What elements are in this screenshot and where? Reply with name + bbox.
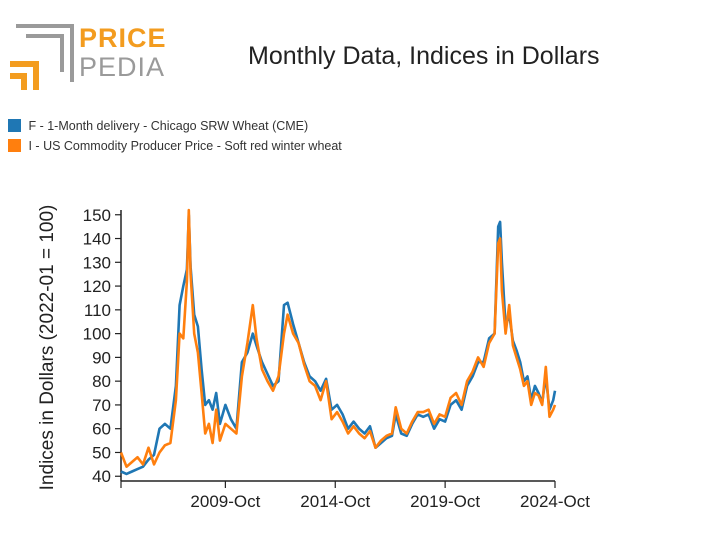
y-tick-label: 50 bbox=[92, 443, 111, 462]
y-tick-label: 130 bbox=[83, 253, 111, 272]
pricepedia-logo: PRICE PEDIA bbox=[6, 22, 166, 94]
legend-label-producer-price: I - US Commodity Producer Price - Soft r… bbox=[28, 139, 342, 153]
y-tick-label: 100 bbox=[83, 325, 111, 344]
legend-swatch-producer-price bbox=[8, 139, 21, 152]
x-tick-label: 2009-Oct bbox=[190, 492, 260, 511]
chart-axes: 40 50 60 70 80 90 100 110 120 130 140 150 2009-Oct 20… bbox=[37, 205, 590, 511]
chart-title: Monthly Data, Indices in Dollars bbox=[248, 42, 600, 70]
y-tick-label: 120 bbox=[83, 277, 111, 296]
x-tick-label: 2024-Oct bbox=[520, 492, 590, 511]
y-tick-label: 80 bbox=[92, 372, 111, 391]
y-tick-label: 150 bbox=[83, 206, 111, 225]
logo-word-pedia: PEDIA bbox=[79, 52, 166, 82]
y-tick-label: 110 bbox=[84, 301, 111, 320]
y-tick-label: 70 bbox=[92, 396, 111, 415]
y-axis-label: Indices in Dollars (2022-01 = 100) bbox=[37, 205, 58, 491]
legend-label-cme: F - 1-Month delivery - Chicago SRW Wheat… bbox=[28, 119, 309, 133]
y-tick-label: 40 bbox=[92, 467, 111, 486]
y-tick-label: 60 bbox=[92, 420, 111, 439]
series-line-producer-price bbox=[119, 208, 557, 468]
legend-item-producer-price[interactable]: I - US Commodity Producer Price - Soft r… bbox=[8, 139, 342, 153]
x-tick-label: 2014-Oct bbox=[300, 492, 370, 511]
chart-lines bbox=[119, 208, 557, 476]
legend-item-cme[interactable]: F - 1-Month delivery - Chicago SRW Wheat… bbox=[8, 119, 308, 133]
logo-word-price: PRICE bbox=[79, 23, 167, 53]
x-tick-label: 2019-Oct bbox=[410, 492, 480, 511]
logo-mark-icon bbox=[10, 24, 74, 90]
y-tick-label: 90 bbox=[92, 348, 111, 367]
y-tick-label: 140 bbox=[83, 230, 111, 249]
legend-swatch-cme bbox=[8, 119, 21, 132]
